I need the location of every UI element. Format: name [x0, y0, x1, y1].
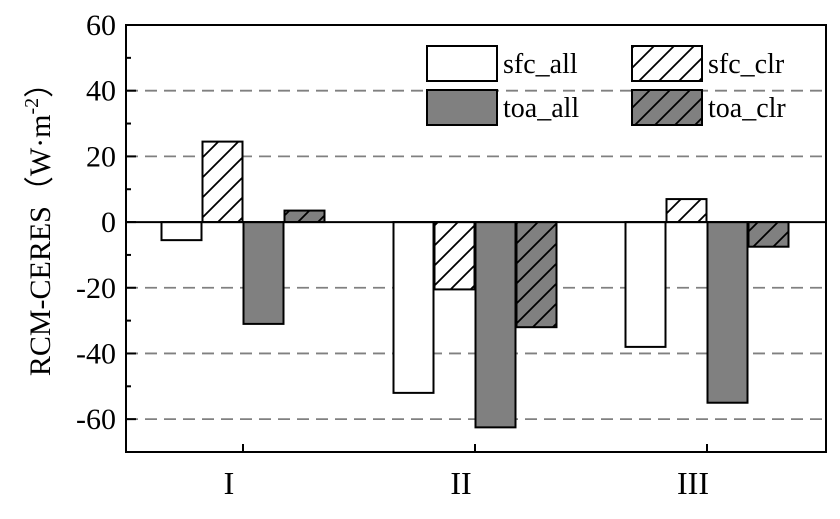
x-axis-categories: I II III [224, 444, 709, 501]
y-axis-ticks: 60 40 20 0 -20 -40 -60 [76, 9, 136, 453]
y-tick-label: -60 [76, 403, 116, 436]
y-tick-label: 20 [86, 140, 116, 173]
legend: sfc_all sfc_clr toa_all toa_clr [426, 45, 786, 126]
legend-label-sfc_all: sfc_all [503, 49, 578, 80]
legend-label-sfc_clr: sfc_clr [708, 49, 785, 80]
bar-hatch-toa_clr-III [748, 222, 789, 247]
bar-sfc_all-III [624, 221, 667, 348]
legend-swatch-hatch-sfc_clr [632, 46, 702, 81]
bar-toa_all-III [706, 221, 749, 404]
x-category-label: III [677, 465, 709, 501]
x-category-label: I [224, 465, 235, 501]
bar-hatch-toa_clr-II [516, 222, 557, 328]
legend-swatch-toa_all [426, 89, 498, 126]
y-tick-label: -20 [76, 272, 116, 305]
legend-label-toa_clr: toa_clr [708, 93, 786, 124]
y-tick-label: 40 [86, 75, 116, 108]
bar-hatch-sfc_clr-I [202, 141, 243, 223]
x-category-label: II [450, 465, 471, 501]
bar-hatch-sfc_clr-II [434, 222, 475, 290]
legend-swatch-hatch-toa_clr [632, 90, 702, 125]
y-tick-label: 60 [86, 9, 116, 42]
bar-toa_all-II [474, 221, 517, 429]
y-axis-label: RCM-CERES（W·m-2） [21, 68, 57, 376]
bar-toa_all-I [242, 221, 285, 325]
legend-label-toa_all: toa_all [503, 93, 579, 124]
legend-swatch-sfc_all [426, 45, 498, 82]
bar-sfc_all-I [160, 221, 203, 242]
y-tick-label: -40 [76, 337, 116, 370]
bars [160, 140, 790, 429]
bar-hatch-sfc_clr-III [666, 199, 707, 223]
bar-hatch-toa_clr-I [284, 210, 325, 223]
bar-sfc_all-II [392, 221, 435, 394]
y-tick-label: 0 [101, 206, 116, 239]
